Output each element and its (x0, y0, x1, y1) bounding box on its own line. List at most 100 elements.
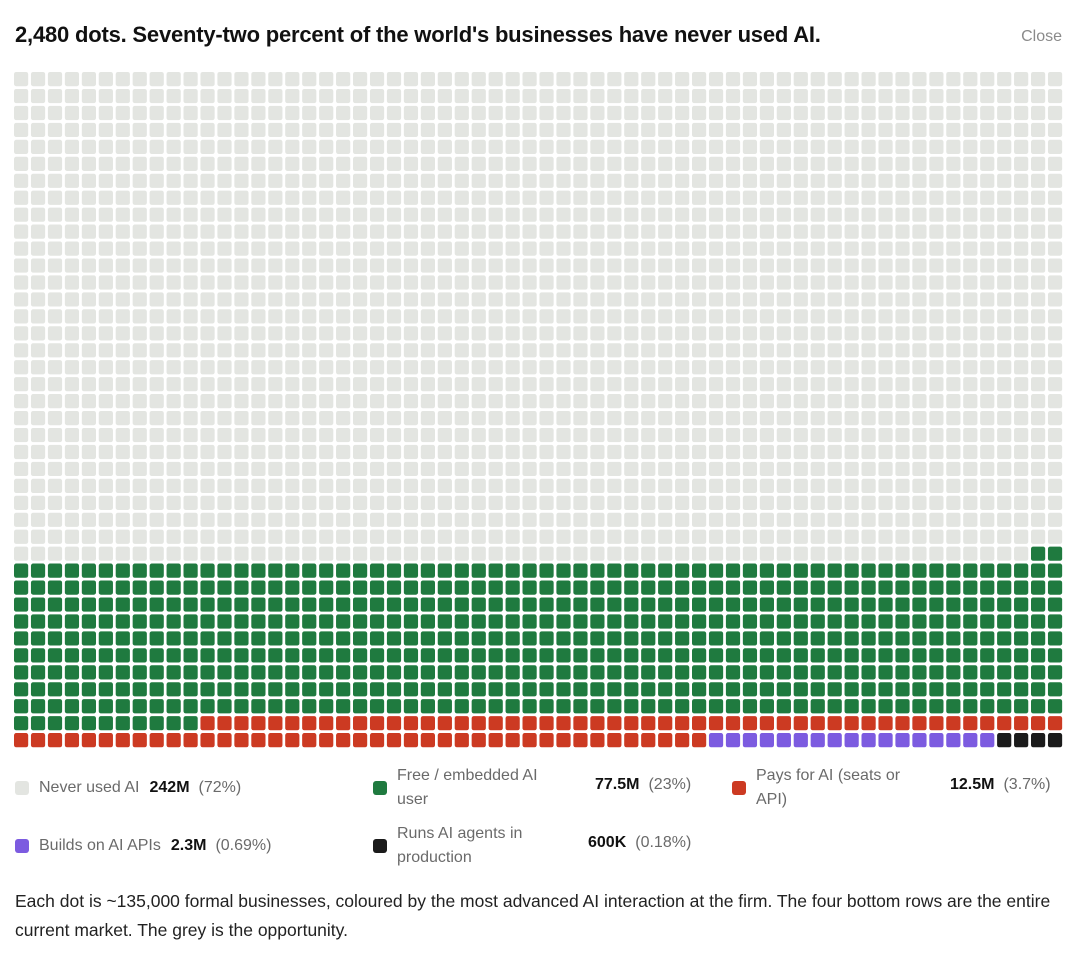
dot-never (81, 224, 96, 239)
dot-never (658, 529, 673, 544)
dot-never (319, 105, 334, 121)
dot-never (725, 156, 741, 171)
dot-never (692, 190, 707, 205)
dot-never (505, 292, 520, 307)
dot-never (912, 72, 927, 87)
dot-never (183, 326, 198, 341)
dot-never (14, 478, 29, 493)
dot-never (1047, 275, 1063, 290)
dot-free (14, 682, 29, 697)
dot-free (302, 597, 317, 612)
dot-never (725, 207, 741, 222)
dot-never (1014, 411, 1029, 426)
dot-never (471, 546, 486, 561)
dot-free (590, 648, 605, 663)
dot-never (827, 326, 842, 341)
dot-free (268, 665, 283, 680)
dot-never (336, 241, 351, 256)
dot-free (81, 716, 96, 731)
dot-free (149, 716, 164, 731)
dot-never (353, 207, 368, 222)
dot-never (132, 105, 147, 121)
dot-never (47, 224, 63, 239)
dot-never (658, 427, 673, 443)
dot-never (183, 258, 198, 273)
dot-never (81, 394, 96, 409)
dot-never (895, 478, 910, 493)
dot-never (708, 241, 724, 256)
dot-free (505, 563, 520, 578)
dot-never (844, 207, 859, 222)
dot-never (776, 427, 791, 443)
dot-never (980, 224, 995, 239)
dot-free (454, 648, 469, 663)
dot-never (217, 122, 232, 138)
dot-never (1014, 326, 1029, 341)
dot-never (420, 411, 435, 426)
dot-never (369, 444, 385, 460)
dot-never (64, 529, 80, 544)
dot-never (607, 427, 622, 443)
dot-never (997, 495, 1012, 510)
dot-free (776, 648, 791, 663)
dot-never (353, 292, 368, 307)
dot-never (641, 105, 656, 121)
dot-never (742, 478, 758, 493)
dot-pays (30, 733, 46, 748)
dot-never (454, 461, 469, 477)
legend-label-free-line1: Free / embedded AI (397, 767, 538, 784)
dot-never (539, 546, 554, 561)
dot-never (624, 241, 639, 256)
dot-free (1031, 546, 1046, 561)
dot-never (420, 495, 435, 510)
dot-never (1014, 360, 1029, 375)
dot-free (98, 648, 113, 663)
dot-never (997, 377, 1012, 392)
dot-never (912, 529, 927, 544)
dot-never (14, 72, 29, 87)
dot-never (454, 360, 469, 375)
dot-never (708, 360, 724, 375)
dot-free (1031, 682, 1046, 697)
dot-never (505, 427, 520, 443)
dot-never (641, 529, 656, 544)
dot-free (997, 665, 1012, 680)
dot-never (268, 105, 283, 121)
dot-never (810, 546, 825, 561)
close-button[interactable]: Close (1021, 28, 1062, 45)
dot-never (369, 275, 385, 290)
dot-never (1047, 478, 1063, 493)
dot-never (471, 326, 486, 341)
dot-never (64, 207, 80, 222)
dot-never (234, 275, 249, 290)
dot-never (132, 275, 147, 290)
dot-free (980, 699, 995, 714)
dot-never (725, 478, 741, 493)
dot-never (793, 411, 808, 426)
dot-never (844, 360, 859, 375)
dot-never (319, 461, 334, 477)
dot-never (200, 546, 215, 561)
dot-never (844, 292, 859, 307)
dot-pays (149, 733, 164, 748)
dot-never (403, 173, 419, 188)
dot-pays (302, 733, 317, 748)
dot-never (47, 512, 63, 527)
dot-free (488, 648, 503, 663)
dot-never (132, 292, 147, 307)
dot-never (302, 377, 317, 392)
dot-never (929, 427, 944, 443)
dot-never (420, 377, 435, 392)
dot-free (369, 682, 385, 697)
dot-never (861, 72, 876, 87)
dot-never (319, 275, 334, 290)
dot-never (386, 512, 402, 527)
dot-never (166, 173, 181, 188)
dot-never (183, 139, 198, 154)
legend-label-pays: Pays for AI (seats or API) (756, 764, 941, 812)
dot-never (658, 377, 673, 392)
dot-never (437, 377, 452, 392)
dot-never (30, 207, 46, 222)
dot-never (454, 411, 469, 426)
dot-never (471, 411, 486, 426)
